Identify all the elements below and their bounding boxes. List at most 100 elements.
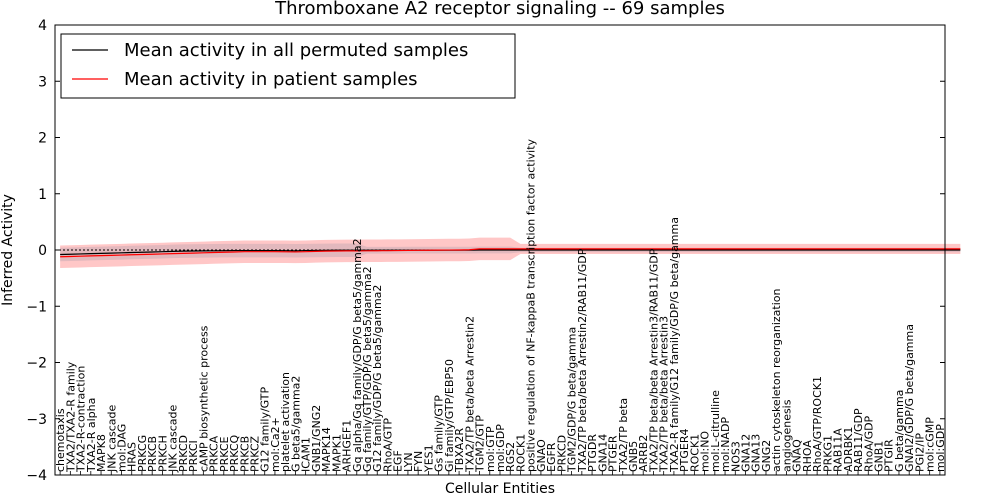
x-tick-label: TGM2/GTP — [474, 415, 487, 473]
x-tick-label: TXA2/TP beta/beta Arrestin3 — [658, 316, 671, 473]
x-tick-label: EGFR — [545, 442, 558, 472]
x-tick-label: RAB11/GDP — [852, 408, 865, 472]
x-tick-label: positive regulation of NF-kappaB transcr… — [525, 138, 538, 472]
x-tick-label: mol:GDP — [494, 424, 507, 472]
x-tick-label: PRKCH — [156, 435, 169, 472]
series-line-permuted — [60, 249, 961, 256]
legend-label: Mean activity in patient samples — [124, 69, 418, 90]
x-tick-label: TXA2-R-contraction — [75, 366, 88, 473]
x-tick-label: JNK cascade — [167, 405, 180, 473]
x-tick-label: RHOA — [801, 440, 814, 472]
x-tick-label: G12 family/GTP — [259, 386, 272, 472]
x-tick-label: HRAS — [126, 442, 139, 472]
x-tick-label: PRKCE — [218, 436, 231, 472]
x-tick-label: TXA2-R family/G12 family/GDP/G beta/gamm… — [668, 217, 681, 473]
x-tick-label: mol:GTP — [484, 426, 497, 472]
x-tick-label: PRKCQ — [228, 434, 241, 472]
x-tick-label: mol:GDP — [934, 424, 947, 472]
y-tick-label: −3 — [26, 412, 47, 428]
x-tick-label: PRKCZ — [248, 435, 261, 472]
x-tick-label: PRKCB — [146, 436, 159, 472]
x-tick-label: GNA13 — [750, 434, 763, 472]
y-tick-label: −4 — [26, 468, 47, 484]
x-tick-label: PGI2/IP — [913, 433, 926, 472]
y-axis-label: Inferred Activity — [0, 194, 16, 306]
x-tick-label: actin cytoskeleton reorganization — [770, 288, 783, 472]
x-tick-label: angiogenesis — [780, 399, 793, 472]
x-tick-label: TXA2/TP beta/beta Arrestin3/RAB11/GDP — [647, 248, 660, 473]
x-tick-label: GNAO — [535, 439, 548, 472]
x-tick-label: PRKG1 — [821, 435, 834, 472]
x-tick-label: TGM2/GDP/G beta/gamma — [566, 327, 579, 473]
x-tick-label: YES1 — [422, 444, 435, 473]
x-tick-label: GNA14 — [596, 434, 609, 472]
x-tick-label: MAPK14 — [320, 427, 333, 472]
y-tick-label: 4 — [38, 18, 47, 34]
x-tick-label: LYN — [402, 452, 415, 472]
x-tick-label: TBXA2R — [453, 428, 466, 473]
x-tick-label: G12 family/GDP/G beta5/gamma2 — [371, 285, 384, 472]
x-tick-label: JNK cascade — [105, 405, 118, 473]
y-tick-label: 2 — [38, 131, 47, 147]
y-tick-label: 1 — [38, 187, 47, 203]
band-mean-activity-in-patient-samples — [60, 237, 961, 268]
x-tick-label: mol:cGMP — [924, 417, 937, 472]
x-tick-label: Gs family/GTP — [433, 395, 446, 472]
legend-label: Mean activity in all permuted samples — [124, 40, 468, 61]
x-tick-label: mol:DAG — [115, 424, 128, 472]
x-tick-label: MAPK1 — [330, 434, 343, 472]
x-tick-label: chemotaxis — [54, 408, 67, 472]
x-tick-label: RhoA/GTP/ROCK1 — [811, 376, 824, 472]
x-tick-label: ARHGEF1 — [341, 420, 354, 472]
x-tick-label: Gi family/GTP/EBP50 — [443, 359, 456, 472]
x-tick-label: cAMP biosynthetic process — [197, 325, 210, 472]
x-tick-label: TXA2-R alpha — [85, 398, 98, 473]
x-tick-label: FYN — [412, 451, 425, 472]
legend-box — [60, 33, 516, 99]
x-tick-label: RAB11A — [832, 428, 845, 472]
x-tick-label: GNB1/GNG2 — [310, 405, 323, 472]
x-tick-label: NOS3 — [729, 441, 742, 472]
x-tick-label: RhoA/GTP — [381, 418, 394, 472]
x-tick-label: ROCK1 — [688, 434, 701, 472]
x-tick-label: TXA2/TXA2-R family — [64, 361, 77, 473]
x-tick-label: ROCK1 — [514, 434, 527, 472]
x-tick-label: mol:L-citrulline — [709, 390, 722, 472]
x-tick-label: GNAQ — [791, 439, 804, 472]
x-tick-label: PTGDR — [586, 434, 599, 472]
x-tick-label: PTGER4 — [678, 429, 691, 472]
x-tick-label: PRKCG — [136, 435, 149, 472]
x-tick-label: MAPK8 — [95, 434, 108, 472]
y-tick-label: 0 — [38, 243, 47, 259]
x-tick-label: TXA2/TP beta/beta Arrestin2 — [463, 316, 476, 473]
x-tick-label: RGS2 — [504, 442, 517, 472]
x-tick-label: GNG2 — [760, 440, 773, 472]
band-mean-activity-in-all-permuted-samples — [60, 243, 961, 262]
x-tick-label: GNB5 — [627, 441, 640, 472]
x-tick-label: TXA2/TP beta/beta Arrestin2/RAB11/GDP — [576, 248, 589, 473]
x-tick-label: PRKCI — [187, 440, 200, 472]
y-tick-label: 3 — [38, 74, 47, 90]
x-tick-label: GNB1 — [873, 441, 886, 472]
x-tick-label: G beta/gamma — [893, 390, 906, 472]
chart-title: Thromboxane A2 receptor signaling -- 69 … — [274, 0, 725, 19]
series-line-patient — [60, 248, 961, 258]
x-tick-label: RhoA/GDP — [862, 415, 875, 472]
x-tick-label: mol:NADP — [719, 417, 732, 472]
x-tick-label: ARRB2 — [637, 435, 650, 472]
y-tick-label: −2 — [26, 356, 47, 372]
legend: Mean activity in all permuted samples Mea… — [60, 33, 516, 99]
x-tick-label: ICAM1 — [300, 437, 313, 472]
x-tick-label: PRKCD — [177, 435, 190, 472]
x-tick-label: PRKCD — [555, 435, 568, 472]
x-tick-label: Gq family/GTP/GDP/G beta5/gamma2 — [361, 266, 374, 472]
x-tick-label: GNAI2/GDP/G beta/gamma — [903, 324, 916, 472]
x-tick-label: ADRBK1 — [842, 427, 855, 472]
x-tick-label: platelet activation — [279, 372, 292, 472]
x-tick-label: GNA12 — [740, 434, 753, 472]
x-tick-label: EGF — [392, 450, 405, 472]
x-tick-label: G beta5/gamma2 — [289, 376, 302, 472]
x-tick-label: PRKCA — [208, 435, 221, 472]
